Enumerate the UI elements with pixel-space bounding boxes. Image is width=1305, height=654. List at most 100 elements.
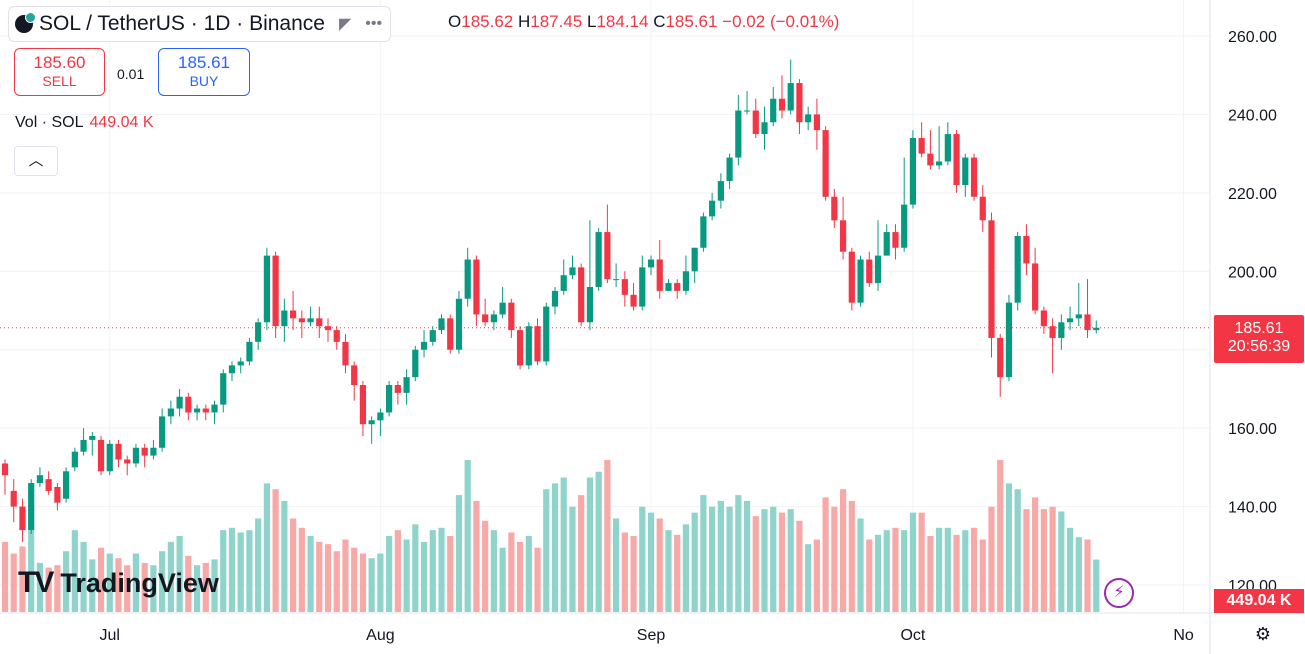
candle-body: [36, 475, 44, 484]
collapse-button[interactable]: ︿: [14, 146, 58, 176]
candle-body: [892, 232, 899, 248]
candle-body: [1066, 318, 1074, 323]
volume-bar: [141, 562, 148, 612]
volume-bar: [1075, 537, 1082, 612]
volume-bar: [621, 532, 628, 612]
volume-bar: [220, 530, 227, 612]
candle-body: [63, 471, 70, 499]
candle-body: [691, 247, 698, 272]
volume-bar: [289, 518, 297, 612]
candle-body: [1040, 310, 1047, 327]
ohlc-low-label: L: [586, 12, 597, 31]
volume-bar: [796, 520, 803, 612]
volume-bar: [551, 483, 559, 612]
volume-bar: [682, 524, 690, 612]
candle-body: [10, 490, 17, 507]
price-axis: 260.00240.00220.00200.00180.00160.00140.…: [1228, 29, 1277, 595]
volume-bar: [560, 477, 567, 612]
symbol-title[interactable]: SOL / TetherUS · 1D · Binance: [39, 12, 325, 35]
ohlc-low: 184.14: [596, 12, 649, 31]
candle-body: [220, 373, 227, 405]
volume-bar: [525, 536, 532, 612]
candle-body: [289, 310, 297, 319]
volume-bar: [595, 471, 602, 612]
volume-bars: [1, 460, 1100, 612]
candle-body: [403, 377, 410, 393]
candle-body: [848, 251, 855, 303]
candle-body: [97, 439, 105, 472]
volume-bar: [735, 495, 742, 612]
volume-bar: [386, 536, 393, 612]
lightning-icon[interactable]: ⚡: [1104, 578, 1134, 608]
volume-bar: [324, 544, 332, 612]
volume-bar: [1093, 559, 1100, 612]
volume-bar: [106, 553, 113, 612]
volume-bar: [473, 500, 480, 612]
candle-body: [333, 330, 340, 342]
volume-bar: [1058, 511, 1065, 612]
candle-body: [1084, 314, 1091, 331]
volume-bar: [508, 532, 515, 612]
candle-body: [429, 330, 436, 342]
candle-body: [176, 396, 183, 409]
symbol-header[interactable]: SOL / TetherUS · 1D · Binance ◤ •••: [8, 6, 392, 42]
bar-countdown: 20:56:39: [1227, 338, 1291, 355]
volume-bar: [368, 558, 375, 612]
volume-bar: [874, 534, 882, 612]
time-tick-label: No: [1173, 627, 1194, 644]
candle-body: [717, 181, 724, 201]
volume-bar: [892, 527, 899, 612]
volume-bar: [307, 536, 314, 612]
volume-bar: [255, 518, 262, 612]
volume-bar: [202, 562, 209, 612]
candle-body: [45, 479, 52, 491]
candle-body: [569, 267, 576, 276]
volume-bar: [979, 539, 986, 612]
settings-icon[interactable]: ⚙: [1254, 624, 1272, 644]
volume-bar: [918, 512, 925, 612]
candle-body: [516, 330, 524, 366]
dots-icon[interactable]: •••: [365, 15, 383, 32]
volume-bar: [438, 527, 445, 612]
logo-text: TradingView: [60, 567, 219, 598]
volume-bar: [743, 500, 751, 612]
volume-bar: [211, 559, 218, 612]
volume-bar: [1066, 527, 1074, 612]
candle-body: [743, 110, 751, 112]
volume-bar: [377, 553, 384, 612]
candle-body: [508, 302, 515, 331]
candle-body: [647, 259, 655, 268]
buy-button[interactable]: 185.61 BUY: [158, 48, 250, 96]
candle-body: [141, 447, 148, 456]
candle-body: [936, 161, 943, 166]
candle-body: [901, 204, 908, 248]
volume-bar: [970, 527, 978, 612]
volume-bar: [866, 539, 873, 612]
candle-body: [1032, 263, 1039, 311]
volume-bar: [822, 497, 829, 612]
price-tick-label: 160.00: [1228, 421, 1277, 438]
volume-legend[interactable]: Vol · SOL 449.04 K: [15, 114, 154, 132]
volume-bar: [805, 544, 812, 612]
flag-icon[interactable]: ◤: [338, 16, 352, 33]
candle-body: [377, 412, 384, 421]
candle-body: [28, 483, 35, 531]
candle-body: [281, 310, 288, 327]
volume-bar: [813, 539, 820, 612]
volume-bar: [28, 530, 35, 612]
candle-body: [639, 267, 646, 307]
candle-body: [272, 255, 279, 327]
sell-button[interactable]: 185.60 SELL: [14, 48, 105, 96]
volume-bar: [97, 547, 105, 612]
volume-bar: [569, 506, 576, 612]
ohlc-close-label: C: [653, 12, 666, 31]
last-price-label: 185.61 20:56:39: [1214, 315, 1304, 363]
candle-body: [464, 259, 471, 299]
volume-bar: [691, 512, 698, 612]
buy-label: BUY: [189, 73, 219, 89]
volume-bar: [936, 527, 943, 612]
candle-body: [918, 137, 925, 154]
tradingview-logo[interactable]: TV TradingView: [18, 566, 219, 600]
volume-bar: [1005, 483, 1013, 612]
